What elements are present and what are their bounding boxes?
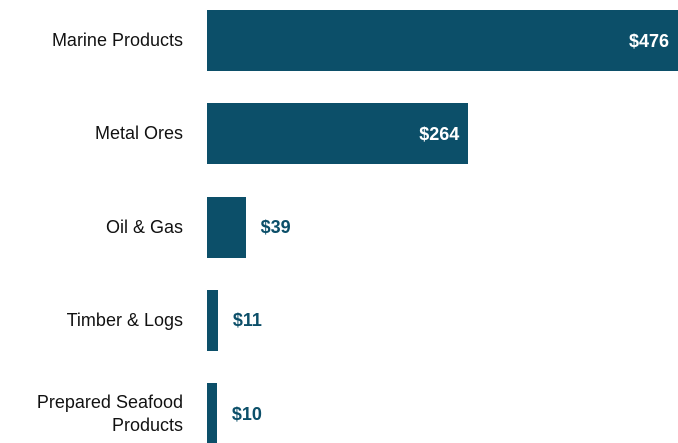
- value-label: $476: [628, 30, 669, 51]
- bar: [207, 103, 469, 165]
- bar: [207, 289, 218, 351]
- value-label: $39: [260, 217, 291, 238]
- category-label: Timber & Logs: [66, 309, 183, 330]
- value-label: $264: [419, 123, 460, 144]
- value-label: $11: [232, 310, 262, 331]
- category-label: Prepared Seafood Products: [36, 391, 183, 435]
- value-label: $10: [231, 403, 262, 424]
- bar: [207, 196, 246, 258]
- bar: [207, 10, 678, 71]
- category-label: Marine Products: [51, 30, 183, 50]
- category-label: Oil & Gas: [105, 216, 183, 237]
- bar: [207, 383, 217, 443]
- category-label: Metal Ores: [94, 123, 183, 144]
